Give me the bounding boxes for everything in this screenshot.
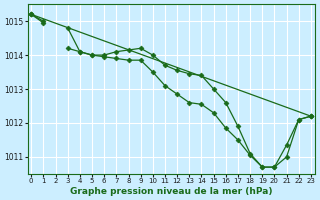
X-axis label: Graphe pression niveau de la mer (hPa): Graphe pression niveau de la mer (hPa) [70,187,272,196]
